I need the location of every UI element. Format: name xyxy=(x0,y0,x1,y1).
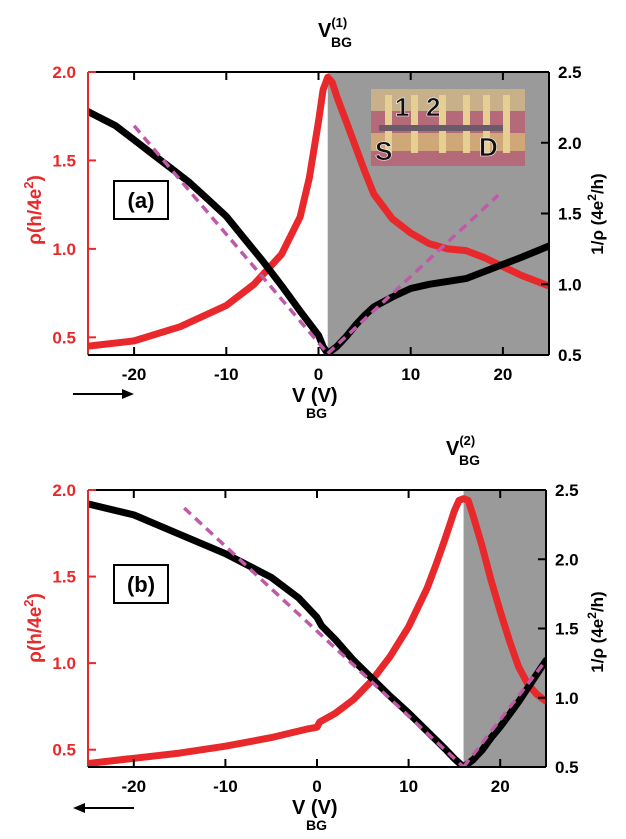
inset-electrode-1 xyxy=(385,95,392,153)
inset-image: 1 2 S D xyxy=(371,89,525,166)
top-label-subscript: BG xyxy=(459,452,480,468)
y-right-axis-label: 1/ρ (4e2/h) xyxy=(585,591,607,672)
inverse-rho-curve xyxy=(88,500,546,767)
inset-electrode-6 xyxy=(503,95,510,153)
y-left-tick-label: 1.5 xyxy=(52,151,76,170)
y-left-tick-label: 1.5 xyxy=(52,568,76,587)
y-right-axis-label: 1/ρ (4e2/h) xyxy=(585,173,607,254)
x-axis-label-subscript: BG xyxy=(306,405,327,421)
y-right-tick-label: 2.5 xyxy=(558,63,582,82)
y-right-tick-label: 1.0 xyxy=(555,689,579,708)
x-tick-label: 10 xyxy=(399,777,418,796)
rho-curve xyxy=(88,73,549,350)
y-left-axis-label: ρ(h/4e2) xyxy=(21,593,46,663)
x-tick-label: 10 xyxy=(401,365,420,384)
inset-sample-strip xyxy=(379,125,503,131)
inset-label-D: D xyxy=(479,132,498,162)
rho-curve xyxy=(88,495,546,767)
inset-label-2: 2 xyxy=(426,92,440,122)
top-label: V(2) xyxy=(446,433,475,460)
linear-fit-2 xyxy=(462,659,546,767)
panel-label: (a) xyxy=(128,188,155,213)
y-left-tick-label: 2.0 xyxy=(52,63,76,82)
x-tick-label: 20 xyxy=(491,777,510,796)
y-left-tick-label: 0.5 xyxy=(52,328,76,347)
panel-a: 1 2 S D -20 -10 0 10 20 0.5 1.0 1.5 2.0 0.5 1.0 1.5 2.0 2… xyxy=(21,15,607,421)
axes: -20 -10 0 10 20 0.5 1.0 1.5 2.0 0.5 1.0 1.5 2.0 2.5 xyxy=(52,63,581,384)
panel-label: (b) xyxy=(127,572,155,597)
y-right-tick-label: 0.5 xyxy=(555,758,579,777)
inset-electrode-2 xyxy=(411,95,418,153)
y-left-tick-label: 1.0 xyxy=(52,654,76,673)
linear-fit-1 xyxy=(182,506,465,767)
sweep-arrow-head xyxy=(122,389,134,399)
x-tick-label: 20 xyxy=(493,365,512,384)
sweep-arrow-icon xyxy=(73,803,134,813)
sweep-arrow-icon xyxy=(73,389,134,399)
x-axis-label-subscript: BG xyxy=(306,817,327,833)
y-left-tick-label: 0.5 xyxy=(52,741,76,760)
panel-b: -20 -10 0 10 20 0.5 1.0 1.5 2.0 0.5 1.0 1.5 2.0 2.5 (b… xyxy=(21,433,607,833)
y-left-tick-label: 1.0 xyxy=(52,240,76,259)
y-right-tick-label: 2.5 xyxy=(555,481,579,500)
x-tick-label: 0 xyxy=(312,777,321,796)
inset-bottom-band xyxy=(371,133,525,151)
top-label-subscript: BG xyxy=(331,34,352,50)
inset-electrode-5 xyxy=(483,95,490,153)
panel-label-box xyxy=(113,180,169,220)
x-tick-label: -20 xyxy=(122,777,147,796)
x-tick-label: -10 xyxy=(214,365,239,384)
y-right-tick-label: 0.5 xyxy=(558,346,582,365)
x-tick-label: -10 xyxy=(213,777,238,796)
y-right-tick-label: 2.0 xyxy=(558,134,582,153)
series-group xyxy=(88,73,549,355)
x-tick-label: -20 xyxy=(122,365,147,384)
inverse-rho-curve xyxy=(88,108,549,355)
x-axis-label: V (V) xyxy=(292,385,338,407)
y-left-tick-label: 2.0 xyxy=(52,481,76,500)
sweep-arrow-head xyxy=(73,803,85,813)
y-right-tick-label: 1.0 xyxy=(558,275,582,294)
axes: -20 -10 0 10 20 0.5 1.0 1.5 2.0 0.5 1.0 1.5 2.0 2.5 xyxy=(52,481,578,796)
linear-fit-1 xyxy=(132,124,330,355)
inset-electrode-3 xyxy=(439,95,446,153)
y-right-tick-label: 1.5 xyxy=(558,205,582,224)
linear-fit-2 xyxy=(326,193,500,355)
inset-label-1: 1 xyxy=(395,92,409,122)
y-left-axis-label: ρ(h/4e2) xyxy=(21,175,46,245)
y-right-tick-label: 1.5 xyxy=(555,620,579,639)
inset-electrode-4 xyxy=(463,95,470,153)
top-label: V(1) xyxy=(318,15,347,42)
x-axis-label: V (V) xyxy=(292,797,338,819)
panel-label-box xyxy=(113,564,169,604)
inset-label-S: S xyxy=(375,136,392,166)
series-group xyxy=(88,495,546,767)
x-tick-label: 0 xyxy=(314,365,323,384)
y-right-tick-label: 2.0 xyxy=(555,550,579,569)
